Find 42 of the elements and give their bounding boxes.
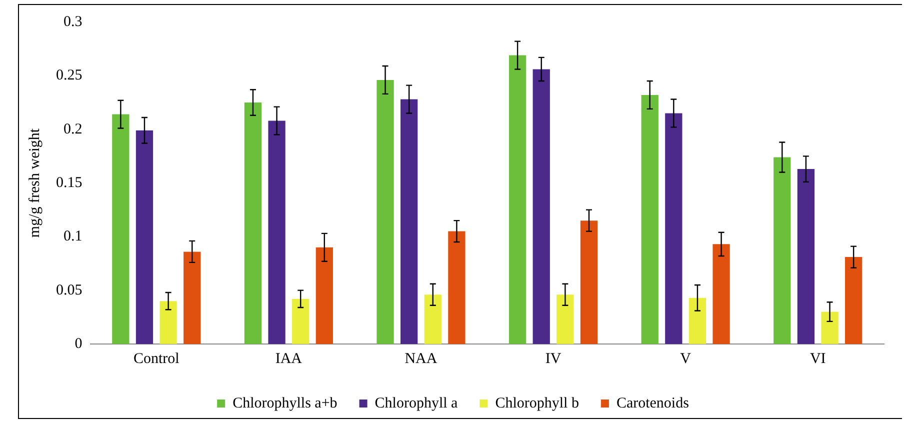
bar xyxy=(688,298,706,344)
x-tick-label: V xyxy=(680,350,692,367)
x-tick-label: Control xyxy=(133,350,180,367)
bar xyxy=(665,113,682,344)
y-tick-label: 0.1 xyxy=(64,228,82,245)
bar xyxy=(556,294,574,344)
bar xyxy=(112,114,130,344)
bar xyxy=(244,102,262,344)
bar xyxy=(184,252,201,344)
bar xyxy=(160,301,177,344)
bar xyxy=(400,99,418,344)
x-tick-label: IAA xyxy=(275,350,302,367)
legend-label: Chlorophyll b xyxy=(495,395,579,412)
bar xyxy=(376,80,394,344)
legend-label: Carotenoids xyxy=(616,395,690,412)
bar xyxy=(316,247,333,344)
y-tick-label: 0 xyxy=(74,336,82,352)
y-tick-label: 0.2 xyxy=(64,121,82,138)
bar xyxy=(532,69,550,344)
bar xyxy=(641,94,658,344)
bar xyxy=(292,298,310,344)
legend-label: Chlorophylls a+b xyxy=(232,395,338,412)
bar xyxy=(797,169,815,344)
bar xyxy=(712,244,730,344)
bar xyxy=(774,157,791,344)
x-tick-label: VI xyxy=(810,350,826,367)
y-axis-title: mg/g fresh weight xyxy=(26,128,43,238)
bar xyxy=(136,130,154,344)
y-tick-label: 0.05 xyxy=(56,282,82,298)
x-tick-label: IV xyxy=(545,350,562,367)
bar xyxy=(448,231,466,344)
y-tick-label: 0.25 xyxy=(56,68,82,84)
y-tick-label: 0.15 xyxy=(56,174,82,191)
bar xyxy=(580,220,598,344)
bar xyxy=(845,257,862,344)
bar xyxy=(268,120,286,344)
bar xyxy=(424,294,442,344)
legend-label: Chlorophyll a xyxy=(374,395,458,412)
bar xyxy=(508,55,526,344)
bar xyxy=(821,312,838,344)
y-tick-label: 0.3 xyxy=(64,14,82,30)
x-tick-label: NAA xyxy=(404,350,438,367)
